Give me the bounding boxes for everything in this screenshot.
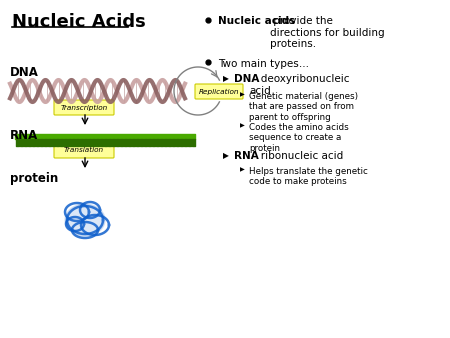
- Text: ▶: ▶: [223, 74, 229, 83]
- Text: – deoxyribonucleic
acid: – deoxyribonucleic acid: [249, 74, 350, 96]
- FancyBboxPatch shape: [54, 143, 114, 158]
- Text: provide the
directions for building
proteins.: provide the directions for building prot…: [270, 16, 385, 49]
- Text: RNA: RNA: [234, 151, 259, 161]
- Text: ▶: ▶: [240, 123, 245, 128]
- Text: Two main types…: Two main types…: [218, 59, 309, 69]
- Text: Helps translate the genetic
code to make proteins: Helps translate the genetic code to make…: [249, 167, 368, 186]
- Text: Transcription: Transcription: [60, 104, 108, 111]
- Text: protein: protein: [10, 172, 58, 185]
- Text: ▶: ▶: [223, 151, 229, 160]
- Text: Translation: Translation: [64, 147, 104, 153]
- FancyBboxPatch shape: [195, 84, 243, 99]
- Text: RNA: RNA: [10, 129, 38, 142]
- Polygon shape: [65, 204, 105, 236]
- Text: Genetic material (genes)
that are passed on from
parent to offspring: Genetic material (genes) that are passed…: [249, 92, 358, 122]
- Text: ▶: ▶: [240, 167, 245, 172]
- Text: DNA: DNA: [234, 74, 259, 84]
- Text: Nucleic acids: Nucleic acids: [218, 16, 295, 26]
- Text: Codes the amino acids
sequence to create a
protein: Codes the amino acids sequence to create…: [249, 123, 349, 153]
- Text: DNA: DNA: [10, 66, 39, 79]
- Text: – ribonucleic acid: – ribonucleic acid: [249, 151, 343, 161]
- Text: Replication: Replication: [199, 89, 239, 95]
- Text: Nucleic Acids: Nucleic Acids: [12, 13, 146, 31]
- Text: ▶: ▶: [240, 92, 245, 97]
- FancyBboxPatch shape: [54, 100, 114, 115]
